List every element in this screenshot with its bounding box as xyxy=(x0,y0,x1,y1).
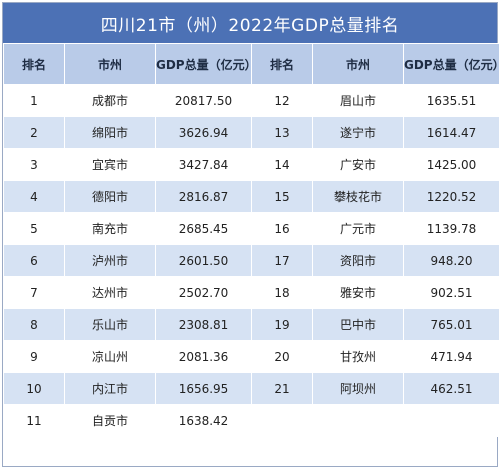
table-row: 4 德阳市 2816.87 15 攀枝花市 1220.52 xyxy=(3,180,500,213)
table-row: 9 凉山州 2081.36 20 甘孜州 471.94 xyxy=(3,340,500,373)
table-row: 1 成都市 20817.50 12 眉山市 1635.51 xyxy=(3,84,500,117)
gdp-cell: 462.51 xyxy=(403,372,500,405)
rank-cell: 20 xyxy=(251,340,313,373)
header-gdp: GDP总量（亿元） xyxy=(403,43,500,85)
gdp-cell: 902.51 xyxy=(403,276,500,309)
gdp-cell: 1425.00 xyxy=(403,148,500,181)
city-cell: 阿坝州 xyxy=(312,372,404,405)
gdp-cell: 1614.47 xyxy=(403,116,500,149)
rank-cell xyxy=(251,404,313,437)
city-cell: 攀枝花市 xyxy=(312,180,404,213)
gdp-cell: 3427.84 xyxy=(155,148,252,181)
table-row: 2 绵阳市 3626.94 13 遂宁市 1614.47 xyxy=(3,116,500,149)
gdp-cell: 1656.95 xyxy=(155,372,252,405)
rank-cell: 10 xyxy=(3,372,65,405)
city-cell: 广安市 xyxy=(312,148,404,181)
city-cell: 达州市 xyxy=(64,276,156,309)
table-row: 8 乐山市 2308.81 19 巴中市 765.01 xyxy=(3,308,500,341)
gdp-ranking-table: 排名 市州 GDP总量（亿元） 排名 市州 GDP总量（亿元） 1 成都市 2081… xyxy=(3,43,500,437)
rank-cell: 5 xyxy=(3,212,65,245)
city-cell: 凉山州 xyxy=(64,340,156,373)
header-rank: 排名 xyxy=(251,43,313,85)
gdp-cell: 3626.94 xyxy=(155,116,252,149)
table-row: 5 南充市 2685.45 16 广元市 1139.78 xyxy=(3,212,500,245)
table-row: 11 自贡市 1638.42 xyxy=(3,404,500,437)
city-cell: 广元市 xyxy=(312,212,404,245)
gdp-cell: 2816.87 xyxy=(155,180,252,213)
rank-cell: 18 xyxy=(251,276,313,309)
city-cell xyxy=(312,404,404,437)
table-row: 6 泸州市 2601.50 17 资阳市 948.20 xyxy=(3,244,500,277)
gdp-cell: 1139.78 xyxy=(403,212,500,245)
city-cell: 成都市 xyxy=(64,84,156,117)
city-cell: 乐山市 xyxy=(64,308,156,341)
city-cell: 绵阳市 xyxy=(64,116,156,149)
rank-cell: 13 xyxy=(251,116,313,149)
city-cell: 巴中市 xyxy=(312,308,404,341)
rank-cell: 15 xyxy=(251,180,313,213)
rank-cell: 9 xyxy=(3,340,65,373)
gdp-cell: 2601.50 xyxy=(155,244,252,277)
header-city: 市州 xyxy=(64,43,156,85)
gdp-cell: 1638.42 xyxy=(155,404,252,437)
city-cell: 自贡市 xyxy=(64,404,156,437)
rank-cell: 3 xyxy=(3,148,65,181)
rank-cell: 17 xyxy=(251,244,313,277)
header-city: 市州 xyxy=(312,43,404,85)
gdp-cell: 1635.51 xyxy=(403,84,500,117)
city-cell: 雅安市 xyxy=(312,276,404,309)
city-cell: 泸州市 xyxy=(64,244,156,277)
gdp-cell xyxy=(403,404,500,437)
gdp-cell: 2502.70 xyxy=(155,276,252,309)
rank-cell: 1 xyxy=(3,84,65,117)
rank-cell: 8 xyxy=(3,308,65,341)
rank-cell: 6 xyxy=(3,244,65,277)
rank-cell: 21 xyxy=(251,372,313,405)
rank-cell: 11 xyxy=(3,404,65,437)
city-cell: 眉山市 xyxy=(312,84,404,117)
table-row: 3 宜宾市 3427.84 14 广安市 1425.00 xyxy=(3,148,500,181)
city-cell: 资阳市 xyxy=(312,244,404,277)
gdp-cell: 2685.45 xyxy=(155,212,252,245)
gdp-cell: 948.20 xyxy=(403,244,500,277)
header-rank: 排名 xyxy=(3,43,65,85)
city-cell: 德阳市 xyxy=(64,180,156,213)
table-row: 7 达州市 2502.70 18 雅安市 902.51 xyxy=(3,276,500,309)
city-cell: 内江市 xyxy=(64,372,156,405)
city-cell: 遂宁市 xyxy=(312,116,404,149)
gdp-cell: 2308.81 xyxy=(155,308,252,341)
rank-cell: 19 xyxy=(251,308,313,341)
header-row: 排名 市州 GDP总量（亿元） 排名 市州 GDP总量（亿元） xyxy=(3,43,500,85)
rank-cell: 2 xyxy=(3,116,65,149)
table-row: 10 内江市 1656.95 21 阿坝州 462.51 xyxy=(3,372,500,405)
gdp-cell: 20817.50 xyxy=(155,84,252,117)
rank-cell: 4 xyxy=(3,180,65,213)
rank-cell: 14 xyxy=(251,148,313,181)
city-cell: 南充市 xyxy=(64,212,156,245)
gdp-cell: 2081.36 xyxy=(155,340,252,373)
city-cell: 甘孜州 xyxy=(312,340,404,373)
rank-cell: 7 xyxy=(3,276,65,309)
rank-cell: 12 xyxy=(251,84,313,117)
gdp-cell: 765.01 xyxy=(403,308,500,341)
header-gdp: GDP总量（亿元） xyxy=(155,43,252,85)
table-title: 四川21市（州）2022年GDP总量排名 xyxy=(3,3,497,43)
rank-cell: 16 xyxy=(251,212,313,245)
gdp-cell: 471.94 xyxy=(403,340,500,373)
city-cell: 宜宾市 xyxy=(64,148,156,181)
gdp-cell: 1220.52 xyxy=(403,180,500,213)
